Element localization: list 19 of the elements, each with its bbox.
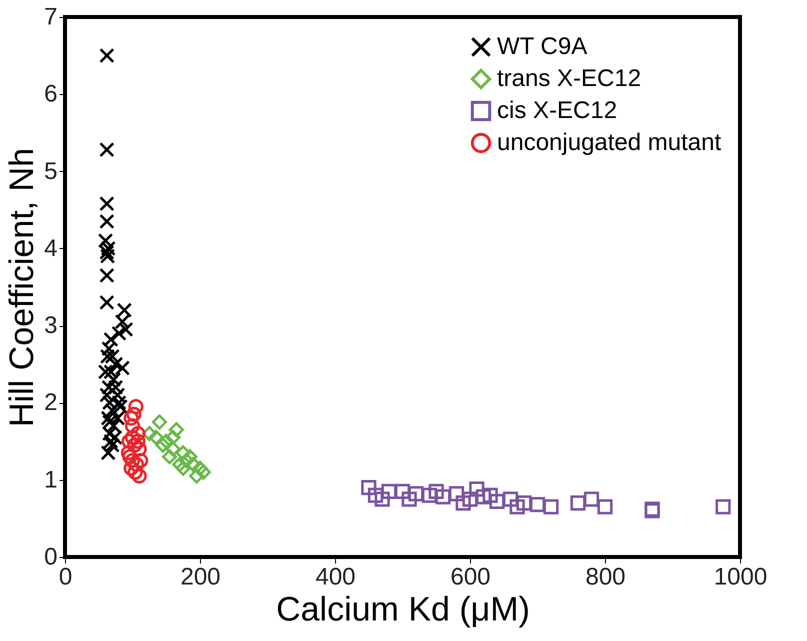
y-tick-label: 5 bbox=[44, 158, 58, 185]
x-tick-label: 1000 bbox=[714, 564, 768, 590]
x-tick-label: 400 bbox=[315, 564, 356, 590]
y-tick-label: 2 bbox=[44, 389, 58, 416]
legend-label: cis X-EC12 bbox=[497, 97, 618, 124]
y-axis-title: Hill Coefficient, Nh bbox=[3, 148, 42, 428]
y-tick-label: 1 bbox=[44, 466, 58, 494]
x-tick-label: 600 bbox=[450, 564, 491, 590]
x-axis-title: Calcium Kd (μM) bbox=[276, 590, 530, 628]
x-tick-label: 800 bbox=[585, 564, 626, 590]
y-tick-label: 3 bbox=[44, 312, 58, 340]
y-tick-label: 0 bbox=[44, 544, 58, 570]
legend-label: WT C9A bbox=[497, 33, 588, 60]
legend-label: unconjugated mutant bbox=[497, 129, 722, 156]
x-tick-label: 200 bbox=[180, 564, 221, 590]
y-tick-label: 4 bbox=[44, 234, 58, 262]
y-tick-label: 6 bbox=[44, 80, 58, 108]
y-tick-label: 7 bbox=[44, 4, 58, 30]
legend-label: trans X-EC12 bbox=[497, 65, 642, 92]
